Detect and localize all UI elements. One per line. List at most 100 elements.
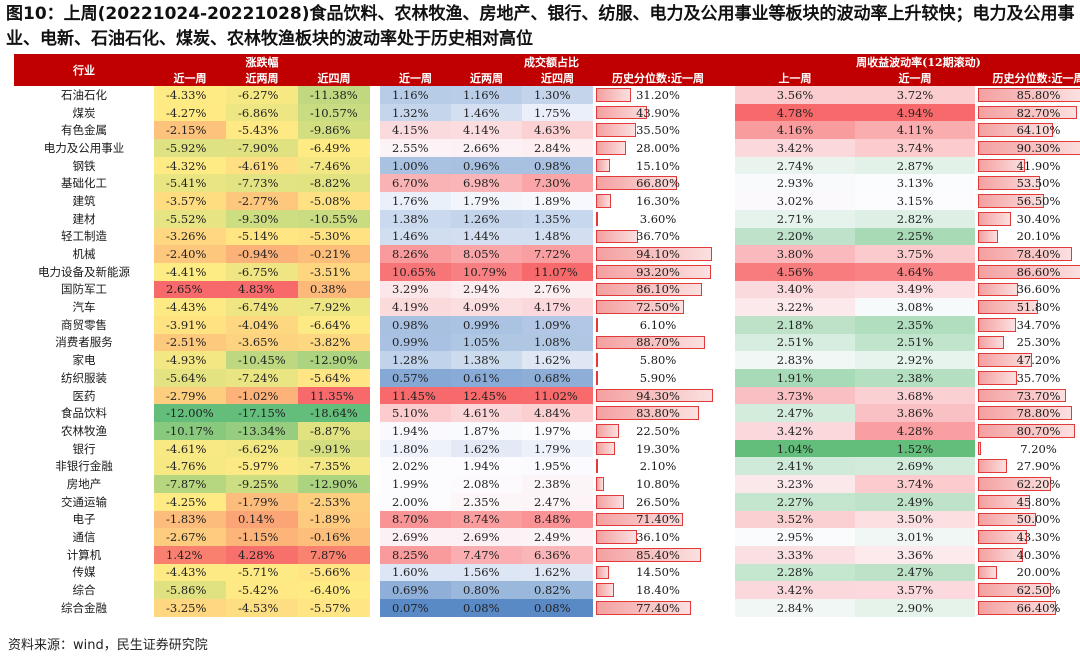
volatility-v1: 3.01% [855,528,975,546]
percentile-bar [978,371,1018,385]
turnover-share-t1: 2.00% [380,492,451,511]
turnover-percentile: 18.40% [593,581,723,599]
percentile-bar [596,494,625,509]
percentile-value: 86.10% [636,282,680,297]
volatility-percentile: 41.90% [975,156,1080,175]
volatility-v0: 4.78% [735,103,855,122]
turnover-share-t1: 1.16% [380,86,451,104]
price-change-c2: 0.14% [226,510,298,529]
price-change-c1: -3.25% [154,598,226,617]
volatility-v1: 2.51% [855,333,975,352]
turnover-share-t4: 11.07% [522,262,593,281]
table-row: 轻工制造 -3.26% -5.14% -5.30% 1.46% 1.44% 1.48% 36.… [14,227,1080,246]
percentile-value: 43.30% [1016,530,1061,545]
industry-name: 消费者服务 [14,333,154,352]
turnover-percentile: 5.80% [593,351,723,369]
turnover-share-t1: 1.94% [380,422,451,440]
percentile-bar [596,530,637,544]
column-gap [723,351,735,369]
volatility-v1: 2.25% [855,227,975,246]
price-change-c4: -12.90% [298,475,370,493]
price-change-c2: -6.62% [226,439,298,458]
column-gap [370,369,380,387]
turnover-share-t4: 2.47% [522,492,593,511]
price-change-c1: -3.26% [154,227,226,246]
percentile-bar [596,547,702,562]
price-change-c4: -9.91% [298,439,370,458]
header-vol-group: 周收益波动率(12期滚动) [735,54,1080,70]
industry-name: 计算机 [14,545,154,564]
price-change-c1: -2.51% [154,333,226,352]
price-change-c2: -7.73% [226,174,298,193]
price-change-c4: -0.16% [298,528,370,546]
volatility-percentile: 85.80% [975,86,1080,104]
percentile-value: 3.60% [639,211,677,226]
turnover-share-t2: 4.09% [451,298,522,316]
table-row: 医药 -2.79% -1.02% 11.35% 11.45% 12.45% 11.02% 94… [14,386,1080,405]
header-vol-1w: 近一周 [855,70,975,86]
turnover-share-t2: 1.87% [451,422,522,440]
price-change-c4: -8.82% [298,174,370,193]
percentile-bar [978,600,1057,615]
percentile-bar [596,264,712,279]
table-row: 通信 -2.67% -1.15% -0.16% 2.69% 2.69% 2.49% 36.10… [14,528,1080,546]
industry-name: 食品饮料 [14,404,154,423]
industry-name: 医药 [14,386,154,405]
column-gap [723,581,735,599]
column-gap [723,315,735,334]
percentile-value: 43.90% [636,105,680,120]
percentile-value: 36.10% [636,530,680,545]
industry-name: 农林牧渔 [14,422,154,440]
turnover-share-t2: 7.47% [451,545,522,564]
price-change-c1: -4.32% [154,156,226,175]
price-change-c1: -3.91% [154,315,226,334]
column-gap [370,245,380,263]
table-row: 电子 -1.83% 0.14% -1.89% 8.70% 8.74% 8.48% 71.40%… [14,510,1080,529]
price-change-c4: -3.82% [298,333,370,352]
industry-name: 电力设备及新能源 [14,262,154,281]
percentile-bar [596,300,685,314]
percentile-value: 5.90% [639,370,677,385]
volatility-v1: 3.15% [855,192,975,210]
volatility-v1: 2.35% [855,315,975,334]
column-gap [370,545,380,564]
turnover-share-t4: 7.30% [522,174,593,193]
volatility-v1: 2.47% [855,563,975,582]
percentile-value: 50.00% [1016,512,1061,527]
percentile-value: 41.90% [1016,158,1061,173]
volatility-v0: 2.47% [735,404,855,423]
percentile-bar [596,158,610,173]
price-change-c1: -5.52% [154,209,226,228]
percentile-bar [978,211,1011,226]
percentile-bar [978,406,1073,421]
turnover-share-t1: 1.76% [380,192,451,210]
turnover-share-t1: 0.69% [380,581,451,599]
turnover-share-t4: 1.08% [522,333,593,352]
percentile-value: 93.20% [636,264,680,279]
percentile-bar [978,353,1032,367]
turnover-percentile: 19.30% [593,439,723,458]
industry-name: 商贸零售 [14,315,154,334]
turnover-percentile: 31.20% [593,86,723,104]
percentile-value: 88.70% [636,335,680,350]
percentile-value: 78.40% [1016,247,1061,262]
column-gap [723,528,735,546]
turnover-share-t2: 1.26% [451,209,522,228]
volatility-v1: 3.74% [855,475,975,493]
percentile-value: 28.00% [636,140,680,155]
turnover-percentile: 2.10% [593,457,723,476]
percentile-bar [596,371,598,385]
volatility-percentile: 62.50% [975,581,1080,599]
table-row: 建筑 -3.57% -2.77% -5.08% 1.76% 1.79% 1.89% 16.30… [14,192,1080,210]
percentile-bar [596,194,612,208]
turnover-share-t2: 8.05% [451,245,522,263]
percentile-bar [978,282,1019,297]
turnover-share-t1: 5.10% [380,404,451,423]
price-change-c1: -7.87% [154,475,226,493]
turnover-share-t2: 1.44% [451,227,522,246]
percentile-value: 18.40% [636,583,680,598]
header-spacer [370,54,380,86]
percentile-value: 30.40% [1016,211,1061,226]
turnover-percentile: 88.70% [593,333,723,352]
industry-name: 有色金属 [14,121,154,140]
